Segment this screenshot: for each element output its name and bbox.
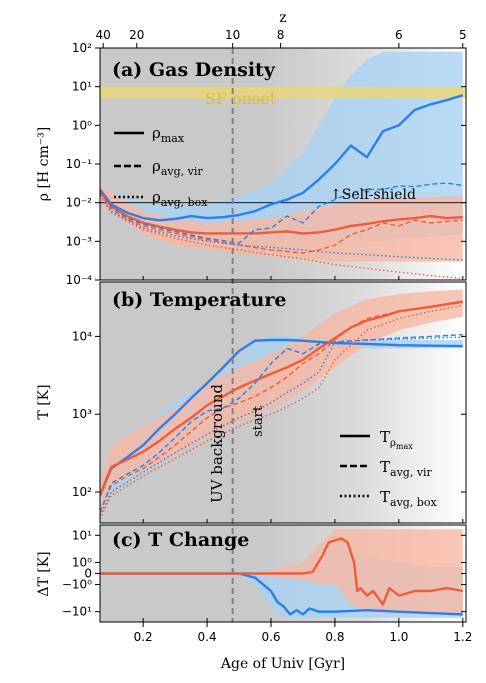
x-axis-label: Age of Univ [Gyr] xyxy=(220,656,345,672)
top-axis-label: z xyxy=(279,10,286,26)
series-red-solid-a xyxy=(100,190,463,235)
y-tick-label: −10⁰ xyxy=(62,578,92,592)
x-tick-label: 1.2 xyxy=(453,630,472,644)
top-tick-label: 6 xyxy=(395,28,403,42)
series-blue-solid-b xyxy=(100,338,463,497)
legend-rho-avg-box: ρavg, box xyxy=(152,188,208,209)
panel-a-lines xyxy=(100,94,464,280)
y-tick-label: 10⁰ xyxy=(72,555,92,569)
series-red-solid-c xyxy=(100,537,464,606)
y-tick-label: 0 xyxy=(84,567,92,581)
series-red-dashed-a xyxy=(100,192,463,254)
x-tick-label: 0.8 xyxy=(325,630,344,644)
y-tick-label: 10³ xyxy=(72,407,92,421)
legend-rho-avg-vir: ρavg, vir xyxy=(152,157,203,178)
top-tick-label: 5 xyxy=(459,28,467,42)
y-tick-label: 10¹ xyxy=(72,80,92,94)
x-tick-label: 0.4 xyxy=(198,630,217,644)
panel-c-lines xyxy=(100,537,464,616)
series-blue-dotted-b xyxy=(100,336,463,516)
top-tick-label: 20 xyxy=(129,28,144,42)
panel-b-frame xyxy=(99,281,467,524)
y-tick-label: 10⁻³ xyxy=(66,234,93,248)
y-tick-label: 10¹ xyxy=(72,528,92,542)
legend-density: ρmax ρavg, vir ρavg, box xyxy=(114,124,208,209)
band-blue-a xyxy=(100,51,463,242)
top-tick-label: 40 xyxy=(96,28,111,42)
y-axis-label-density: ρ [H cm⁻³] xyxy=(36,127,52,201)
y-tick-label: 10⁻¹ xyxy=(66,157,93,171)
y-axis-label-tchange: ΔT [K] xyxy=(36,551,52,596)
series-blue-dotted-a xyxy=(100,194,463,261)
series-blue-dashed-a xyxy=(100,182,463,244)
legend-t-avg-box: Tavg, box xyxy=(380,488,437,509)
y-tick-label: 10² xyxy=(72,41,92,55)
panel-a-title: (a) Gas Density xyxy=(112,59,276,81)
y-tick-label: −10¹ xyxy=(62,605,92,619)
series-red-dotted-b xyxy=(100,304,463,520)
panel-c-title: (c) T Change xyxy=(112,529,249,551)
axes-ticks: 0.2 0.4 0.6 0.8 1.0 1.2 40 20 10 8 6 5 10⁻⁴ 10⁻³ 10⁻² 1… xyxy=(62,28,472,644)
panel-a-bands xyxy=(100,51,463,262)
y-tick-label: 10⁻² xyxy=(66,196,93,210)
legend-rho-max: ρmax xyxy=(152,124,185,145)
band-red-b xyxy=(100,289,463,500)
series-red-solid-b xyxy=(100,300,463,497)
x-tick-label: 1.0 xyxy=(389,630,408,644)
legend-t-avg-vir: Tavg, vir xyxy=(380,458,433,479)
y-tick-label: 10⁻⁴ xyxy=(66,273,93,287)
panel-b-lines xyxy=(100,300,463,520)
top-tick-label: 8 xyxy=(277,28,285,42)
x-tick-label: 0.6 xyxy=(261,630,280,644)
series-red-dashed-b xyxy=(100,302,463,513)
panel-b-title: (b) Temperature xyxy=(112,289,286,311)
sf-onset-band xyxy=(100,86,466,99)
y-axis-label-temperature: T [K] xyxy=(36,384,52,419)
legend-temperature: Tρmax Tavg, vir Tavg, box xyxy=(340,428,437,509)
y-tick-label: 10⁴ xyxy=(72,329,92,343)
band-red-a xyxy=(100,184,463,262)
y-tick-label: 10² xyxy=(72,485,92,499)
legend-t-rhomax: Tρmax xyxy=(380,428,413,451)
top-tick-label: 10 xyxy=(225,28,240,42)
self-shield-label: ↑Self-shield xyxy=(330,187,416,203)
uv-background-label: UV background xyxy=(208,384,226,503)
start-label: start xyxy=(251,405,266,437)
y-tick-label: 10⁰ xyxy=(72,118,92,132)
series-blue-solid-a xyxy=(100,94,464,222)
sf-onset-label: SF onset xyxy=(205,89,277,108)
x-tick-label: 0.2 xyxy=(134,630,153,644)
series-red-dotted-a xyxy=(100,195,463,280)
